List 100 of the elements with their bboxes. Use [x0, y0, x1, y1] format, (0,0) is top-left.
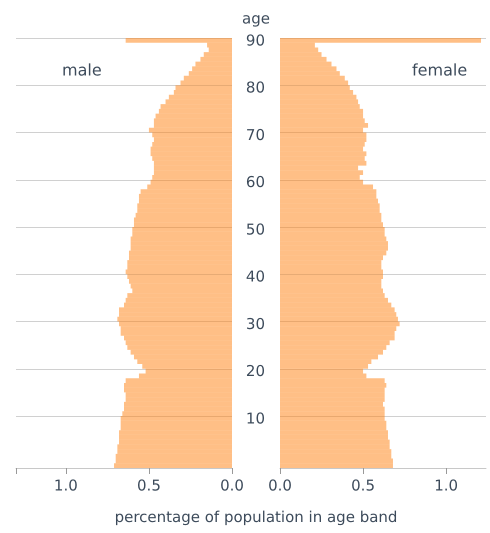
- bar: [280, 402, 383, 407]
- bar: [280, 118, 365, 124]
- bar: [280, 288, 383, 294]
- bar: [176, 85, 232, 90]
- bar: [280, 463, 393, 468]
- bar: [119, 430, 232, 435]
- bar: [158, 108, 232, 114]
- bar: [280, 316, 398, 322]
- bar: [188, 71, 232, 76]
- bar: [117, 444, 232, 450]
- bar: [124, 406, 232, 412]
- bar: [280, 425, 386, 430]
- bar: [124, 302, 232, 308]
- bar: [124, 402, 232, 407]
- bar: [137, 203, 232, 208]
- bar: [280, 458, 393, 464]
- bar: [134, 218, 232, 222]
- bar: [280, 307, 395, 312]
- y-tick-label: 30: [246, 314, 265, 333]
- bar: [134, 354, 232, 360]
- bar: [280, 212, 382, 218]
- bar: [280, 151, 366, 156]
- y-tick-label: 60: [246, 173, 265, 192]
- bar: [280, 62, 332, 66]
- bar: [280, 278, 382, 284]
- bar: [126, 392, 232, 398]
- bar: [127, 293, 232, 298]
- bar: [116, 458, 232, 464]
- bar: [130, 246, 232, 251]
- bar: [280, 203, 380, 208]
- bar: [127, 345, 232, 350]
- bar: [126, 397, 232, 402]
- bar: [280, 71, 340, 76]
- x-tick-label: 0.5: [351, 476, 375, 494]
- bar: [280, 420, 386, 426]
- bar: [280, 232, 385, 236]
- bar: [204, 52, 232, 57]
- y-tick-label: 80: [246, 78, 265, 97]
- bar: [138, 373, 232, 378]
- bar: [280, 330, 395, 336]
- bar: [280, 411, 385, 416]
- bar: [192, 66, 232, 72]
- bar: [280, 99, 358, 104]
- bar: [280, 52, 322, 57]
- bar: [128, 278, 232, 284]
- y-tick-label: 10: [246, 409, 265, 428]
- bar: [280, 382, 386, 388]
- bar: [280, 170, 364, 176]
- bar: [114, 463, 232, 468]
- bar: [130, 241, 232, 246]
- bar: [124, 336, 232, 340]
- y-tick-label: 90: [246, 31, 265, 50]
- bar: [280, 236, 386, 242]
- bar: [126, 298, 232, 303]
- bar: [195, 62, 232, 66]
- bar: [200, 56, 232, 62]
- bar: [280, 80, 348, 86]
- bar: [280, 430, 388, 435]
- bar: [280, 246, 388, 251]
- bar: [280, 359, 372, 364]
- bar: [280, 354, 378, 360]
- bar: [280, 123, 368, 128]
- bar: [280, 47, 318, 52]
- bar: [280, 38, 482, 43]
- bar: [280, 94, 356, 100]
- bar: [116, 454, 232, 459]
- bar: [126, 378, 232, 383]
- bar: [280, 298, 388, 303]
- bar: [150, 151, 232, 156]
- bar: [150, 146, 232, 152]
- bar: [119, 322, 232, 326]
- bar: [119, 434, 232, 440]
- bar: [280, 274, 383, 279]
- bar: [119, 440, 232, 444]
- bar: [124, 388, 232, 392]
- bar: [132, 232, 232, 236]
- bar: [280, 388, 385, 392]
- bar: [184, 76, 232, 81]
- bar: [280, 241, 388, 246]
- bar: [280, 397, 385, 402]
- bar: [119, 312, 232, 317]
- bar: [280, 218, 382, 222]
- bar: [280, 293, 385, 298]
- bar: [207, 42, 232, 48]
- bar: [280, 345, 386, 350]
- bar: [154, 118, 232, 124]
- bar: [142, 364, 232, 369]
- bar: [127, 274, 232, 279]
- bar: [280, 336, 395, 340]
- bar: [120, 330, 232, 336]
- bar: [280, 128, 364, 133]
- x-tick-label: 0.5: [136, 476, 161, 494]
- bar: [280, 302, 392, 308]
- bar: [146, 368, 232, 374]
- x-tick-label: 1.0: [54, 476, 78, 494]
- bar: [134, 222, 232, 228]
- bar: [280, 56, 327, 62]
- bar: [117, 316, 232, 322]
- bar: [280, 104, 360, 109]
- bar: [120, 326, 232, 331]
